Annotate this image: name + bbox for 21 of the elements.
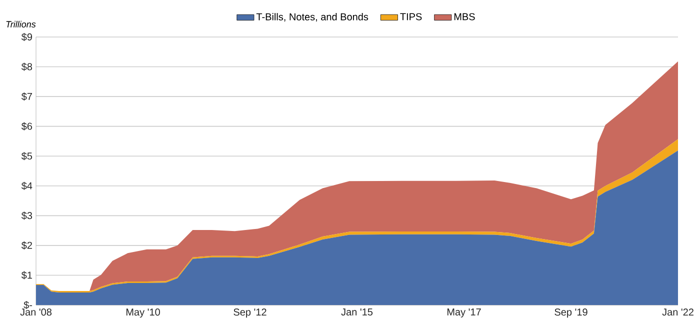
y-tick-label: $3 [21,212,32,220]
x-tick-label: Jan '15 [341,308,373,316]
x-tick-label: Jan '22 [662,308,694,316]
y-tick-label: $6 [21,122,32,130]
x-tick-label: Jan '08 [20,308,52,316]
y-tick-label: $- [24,300,32,310]
legend-label: T-Bills, Notes, and Bonds [256,13,368,22]
y-tick-label: $2 [21,241,32,250]
y-tick-label: $9 [21,32,32,42]
x-tick-label: May '17 [447,308,481,318]
y-tick-label: $1 [21,271,32,280]
x-tick-label: May '10 [126,308,160,318]
x-tick-label: Sep '12 [234,308,266,318]
y-axis-title: Trillions [6,20,36,28]
legend-label: MBS [454,13,475,20]
y-tick-label: $7 [21,92,32,101]
legend-label: TIPS [400,13,422,20]
y-tick-label: $8 [21,62,32,71]
y-tick-label: $4 [21,182,32,190]
y-tick-label: $5 [21,152,32,160]
x-tick-label: Sep '19 [554,308,588,318]
